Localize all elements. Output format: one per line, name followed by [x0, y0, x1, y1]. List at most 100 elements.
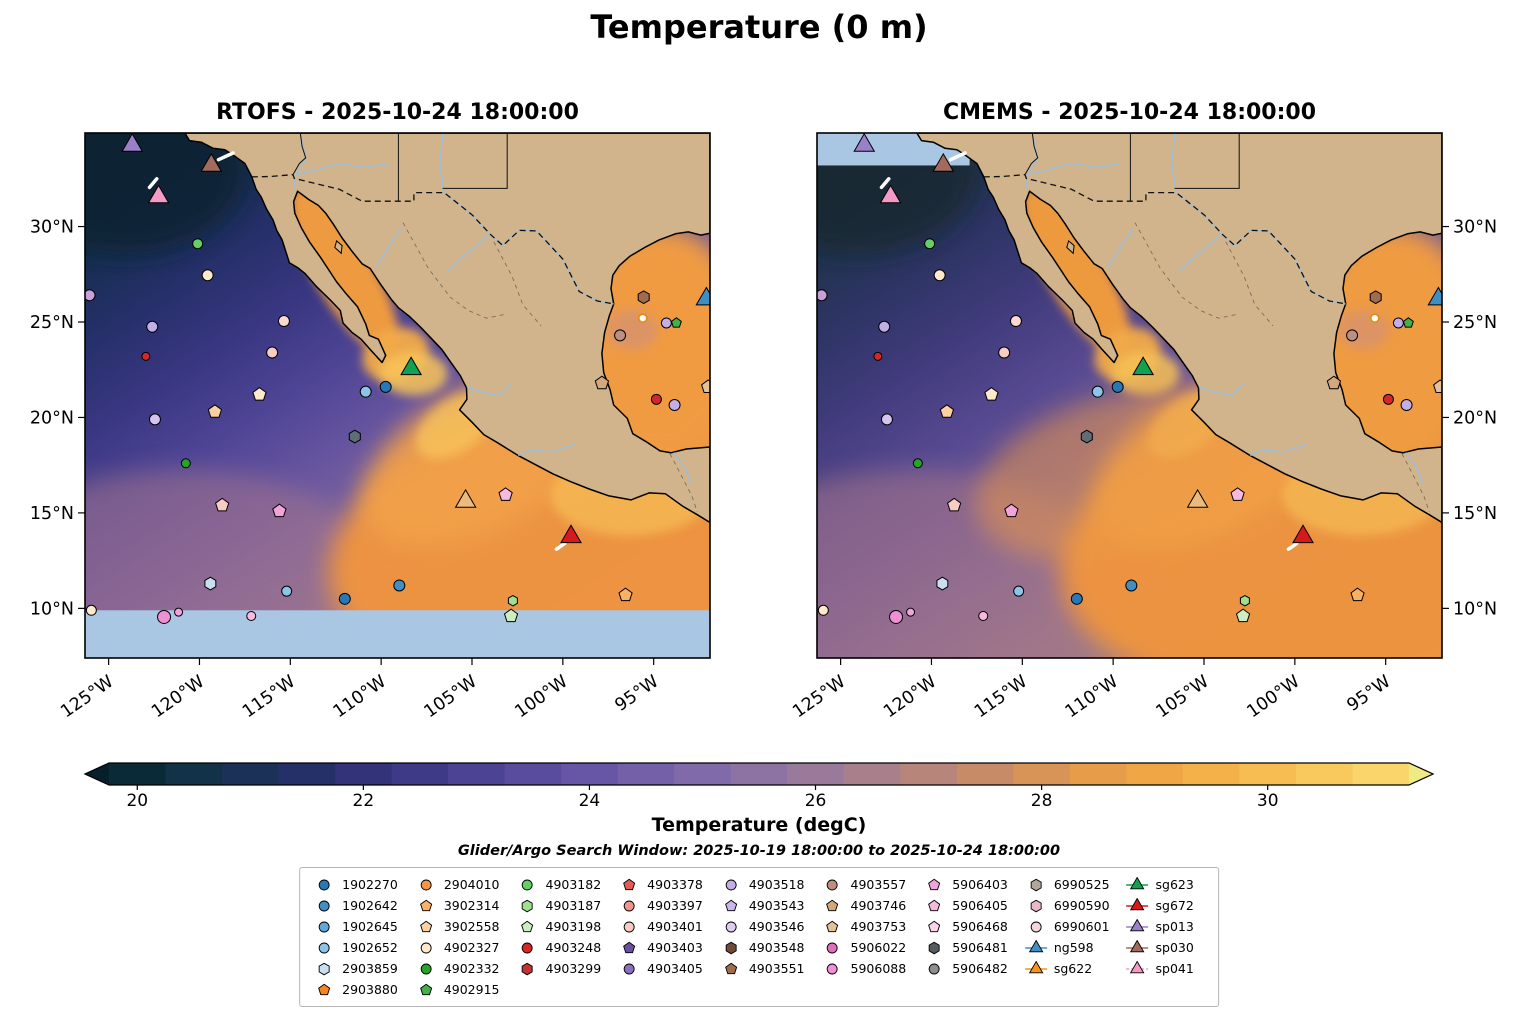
legend-item-label: sg623	[1155, 877, 1194, 892]
legend-item-label: 4903518	[748, 877, 805, 892]
map-rtofs: 125°W 120°W 115°W 110°W 105°W 100°W 95°W 30°N 25…	[30, 132, 711, 722]
legend-item: 1902642	[310, 895, 412, 916]
platform-marker-sg672	[1292, 524, 1314, 544]
colorbar-band	[787, 763, 845, 785]
legend-item: 4903248	[514, 937, 616, 958]
platform-marker	[201, 269, 214, 282]
us-mexico-border	[983, 173, 1346, 305]
colorbar-band	[222, 763, 280, 785]
legend-item-label: 1902645	[342, 919, 398, 934]
legend-item-label: 5906403	[952, 877, 1008, 892]
river	[295, 162, 389, 176]
colorbar-outline	[84, 762, 1434, 786]
axis-tick-label: 20°N	[1453, 408, 1497, 428]
legend-item-label: 5906405	[952, 898, 1008, 913]
legend-marker-icon	[928, 963, 940, 974]
platform-marker	[998, 346, 1011, 359]
legend-marker-icon	[522, 962, 533, 975]
river	[466, 382, 513, 397]
platform-marker	[272, 503, 287, 518]
legend-marker-icon	[1030, 921, 1042, 932]
river	[1178, 233, 1223, 273]
river	[1108, 228, 1134, 267]
river	[1025, 133, 1039, 190]
river	[1198, 382, 1245, 397]
legend-item-label: 4903746	[850, 898, 907, 913]
platform-marker	[1369, 313, 1380, 323]
us-mexico-border	[251, 173, 614, 305]
legend-item: 4903551	[717, 958, 819, 979]
legend-item-label: 4903187	[545, 898, 602, 913]
state-border-dashed	[1401, 453, 1430, 513]
legend-item-label: 5906022	[850, 940, 907, 955]
platform-marker	[146, 320, 159, 333]
legend-marker-icon	[928, 878, 941, 890]
colorbar-band	[1182, 763, 1241, 785]
legend-item-label: 2903859	[342, 961, 398, 976]
legend-item-label: 4903543	[748, 898, 805, 913]
glider-track	[554, 541, 567, 551]
platform-marker	[204, 576, 217, 591]
platform-marker-sg623	[400, 356, 423, 376]
legend-item-label: 5906088	[850, 961, 907, 976]
legend-item: sg672	[1124, 895, 1208, 916]
panel-title-cmems: CMEMS - 2025-10-24 18:00:00	[942, 100, 1317, 125]
legend-marker-icon	[1030, 878, 1042, 891]
legend-marker-icon	[419, 983, 432, 995]
platform-marker	[1009, 315, 1022, 328]
legend-column: 4903378 4903397 4903401 4903403 4903405	[615, 874, 717, 979]
legend-item-label: 5906482	[952, 961, 1008, 976]
legend-item-label: 4903551	[748, 961, 805, 976]
legend-marker-icon	[318, 962, 330, 975]
colorbar-band	[843, 763, 901, 785]
colorbar-band	[448, 763, 506, 785]
legend-column: 4903557 4903746 4903753 5906022 5906088	[819, 874, 921, 979]
legend-item-label: 1902652	[342, 940, 398, 955]
legend-item: 4903753	[819, 916, 921, 937]
platform-marker	[933, 269, 946, 282]
legend-item: sg622	[1022, 958, 1124, 979]
legend-item-label: 4903182	[545, 877, 602, 892]
colorbar-band	[617, 763, 675, 785]
sst-warm-region	[288, 186, 399, 357]
legend-marker-icon	[318, 900, 330, 911]
platform-marker	[817, 289, 828, 302]
platform-marker	[338, 592, 351, 605]
platform-marker	[1091, 385, 1104, 398]
legend-marker-icon	[522, 942, 533, 953]
colorbar-band	[956, 763, 1014, 785]
axis-tick-label: 95°W	[1343, 672, 1394, 716]
river	[517, 443, 576, 457]
legend-item-label: sp030	[1155, 940, 1194, 955]
legend-item: 4903557	[819, 874, 921, 895]
legend-marker-icon	[623, 921, 635, 932]
legend-item: 5906481	[920, 937, 1022, 958]
sst-warm-region	[975, 388, 1269, 562]
legend-item-label: 5906468	[952, 919, 1008, 934]
legend-column: 5906403 5906405 5906468 5906481 5906482	[920, 874, 1022, 979]
legend-item: 4902915	[412, 979, 514, 1000]
platform-marker	[1070, 592, 1083, 605]
platform-marker-sp030	[200, 152, 223, 172]
platform-marker	[817, 604, 829, 616]
legend-item: 4903746	[819, 895, 921, 916]
legend-item: 5906468	[920, 916, 1022, 937]
colorbar-band	[730, 763, 788, 785]
legend-item-label: 6990601	[1053, 919, 1110, 934]
legend-item-label: 1902642	[342, 898, 398, 913]
legend-item: 6990601	[1022, 916, 1124, 937]
legend-marker-icon	[420, 879, 432, 890]
legend-item: 4903397	[615, 895, 717, 916]
colorbar-band	[900, 763, 958, 785]
legend-item: 6990590	[1022, 895, 1124, 916]
figure-title: Temperature (0 m)	[590, 8, 928, 46]
state-border	[1024, 133, 1039, 175]
map-cmems: 125°W 120°W 115°W 110°W 105°W 100°W 95°W 30°N 25…	[789, 132, 1497, 722]
legend-item: 4903403	[615, 937, 717, 958]
glider-track	[879, 177, 891, 190]
platform-marker	[878, 320, 891, 333]
platform-marker	[207, 404, 223, 418]
platform-marker-sp030	[932, 152, 955, 172]
platform-marker	[1239, 595, 1250, 607]
platform-marker	[266, 346, 279, 359]
